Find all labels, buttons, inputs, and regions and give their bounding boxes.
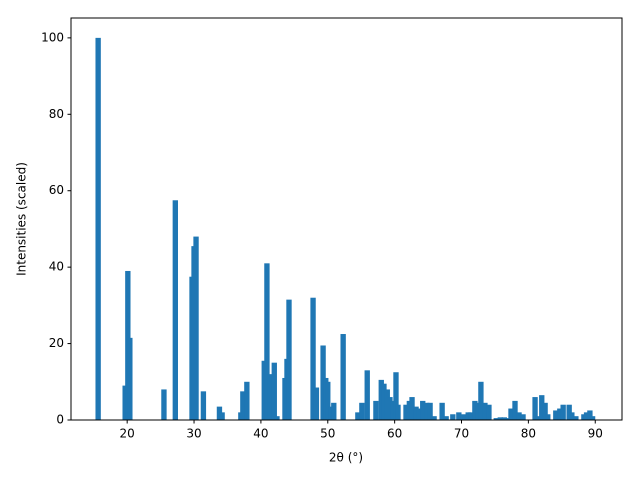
bar [539, 395, 545, 420]
bar [545, 414, 551, 420]
bar [340, 334, 346, 420]
bar [443, 416, 449, 420]
bar [520, 414, 526, 420]
bar [535, 416, 541, 420]
bar [310, 297, 316, 420]
bar [472, 400, 478, 420]
bar [416, 408, 422, 420]
x-tick-label: 80 [521, 427, 536, 441]
y-tick-label: 0 [56, 413, 64, 427]
bar [569, 412, 575, 420]
bar [161, 389, 167, 420]
bar [439, 402, 445, 420]
bar [501, 417, 507, 420]
bar [325, 381, 331, 420]
bar [219, 412, 225, 420]
bar [240, 391, 246, 420]
bar [542, 402, 548, 420]
bar [359, 402, 365, 420]
bar [328, 406, 334, 420]
bar [516, 412, 522, 420]
bar [364, 370, 370, 420]
y-tick-label: 20 [49, 336, 64, 350]
bar [193, 236, 199, 420]
y-tick-label: 100 [41, 30, 64, 44]
y-axis-label: Intensities (scaled) [15, 162, 29, 276]
bar [387, 397, 393, 420]
y-tick-label: 40 [49, 260, 64, 274]
bar [508, 408, 514, 420]
y-tick-label: 60 [49, 183, 64, 197]
bar [587, 410, 593, 420]
bar [461, 414, 467, 420]
bar [560, 404, 566, 420]
bar [395, 404, 401, 420]
bar [200, 391, 207, 420]
bar [431, 416, 437, 420]
bar [512, 400, 518, 420]
bar [390, 400, 396, 420]
bar [95, 37, 101, 420]
x-axis-label: 2θ (°) [329, 451, 363, 465]
bar [427, 402, 433, 420]
bar [468, 412, 474, 420]
bar [264, 263, 270, 420]
bar [244, 381, 250, 420]
bar [493, 418, 499, 420]
bar [482, 402, 488, 420]
bar [456, 412, 462, 420]
bar [331, 402, 337, 420]
bar [403, 404, 409, 420]
bar [267, 374, 273, 420]
bar [271, 362, 277, 420]
bar [313, 387, 320, 420]
x-tick-label: 90 [588, 427, 603, 441]
bar [557, 408, 563, 420]
plot-frame [70, 17, 623, 421]
x-tick-label: 60 [387, 427, 402, 441]
y-tick-label: 80 [49, 107, 64, 121]
bar [127, 337, 133, 420]
bar [583, 412, 590, 420]
bar [381, 383, 387, 420]
bar [573, 416, 579, 420]
bar [373, 400, 379, 420]
bar [286, 299, 292, 420]
bar [393, 372, 399, 420]
x-tick-label: 20 [120, 427, 135, 441]
bar [589, 416, 596, 420]
bar [424, 402, 430, 420]
bar [409, 397, 415, 420]
bar [274, 416, 280, 420]
bar [486, 404, 492, 420]
bar [355, 412, 361, 420]
bar [450, 414, 456, 420]
bar [172, 200, 178, 420]
bar [478, 381, 484, 420]
x-tick-label: 50 [320, 427, 335, 441]
bar [497, 417, 503, 420]
x-tick-label: 40 [253, 427, 268, 441]
x-tick-label: 70 [454, 427, 469, 441]
bar [553, 410, 559, 420]
x-tick-label: 30 [186, 427, 201, 441]
bar [532, 397, 538, 420]
bar [420, 400, 426, 420]
